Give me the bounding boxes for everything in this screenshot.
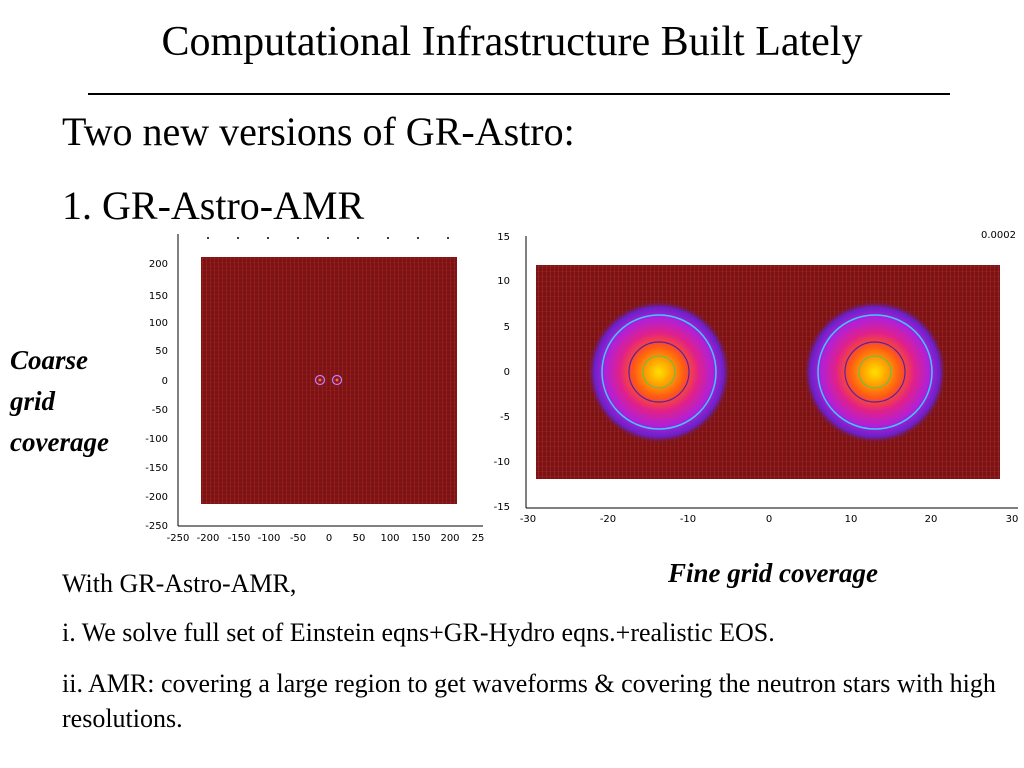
point-two: ii. AMR: covering a large region to get … [62, 669, 996, 733]
coarse-grid-plot: 200 150 100 50 0 -50 -100 -150 -200 -250… [145, 234, 485, 544]
fine-ytick: 0 [504, 367, 510, 378]
fine-xtick: -30 [520, 514, 536, 525]
coarse-ytick: -150 [145, 463, 168, 474]
coarse-xtick: 200 [440, 533, 459, 544]
star-marker-right [331, 374, 343, 386]
coarse-ytick: -100 [145, 434, 168, 445]
fine-ytick: 10 [497, 276, 510, 287]
coarse-ytick: 150 [149, 291, 168, 302]
fine-xtick: 10 [845, 514, 858, 525]
intro-text: With GR-Astro-AMR, [62, 569, 297, 598]
coarse-grid-caption: Coarse grid coverage [10, 340, 109, 463]
coarse-xtick: 0 [326, 533, 332, 544]
neutron-star-left [587, 300, 731, 444]
coarse-ytick: -250 [145, 521, 168, 532]
fine-xtick: 30 [1006, 514, 1019, 525]
coarse-ytick: 0 [162, 376, 168, 387]
coarse-xtick: -100 [258, 533, 281, 544]
slide-subheading: 1. GR-Astro-AMR [62, 183, 365, 228]
fine-ytick: 5 [504, 322, 510, 333]
coarse-xtick: -150 [228, 533, 251, 544]
coarse-xtick: -50 [290, 533, 306, 544]
fine-ytick: 15 [497, 232, 510, 243]
coarse-caption-line-2: grid [10, 386, 56, 416]
fine-corner-label: 0.0002 [981, 230, 1016, 241]
fine-xtick: -10 [680, 514, 696, 525]
fine-grid-caption: Fine grid coverage [668, 558, 878, 588]
fine-xtick: 0 [766, 514, 772, 525]
coarse-xtick: -200 [197, 533, 220, 544]
coarse-ytick: 200 [149, 259, 168, 270]
coarse-xtick: 50 [353, 533, 366, 544]
coarse-xtick: 25 [472, 533, 485, 544]
fine-ytick: -5 [500, 412, 510, 423]
fine-ytick: -15 [494, 502, 510, 513]
coarse-xtick: -250 [167, 533, 190, 544]
fine-xtick: 20 [925, 514, 938, 525]
coarse-xtick: 100 [380, 533, 399, 544]
fine-xtick: -20 [600, 514, 616, 525]
coarse-ytick: -50 [152, 405, 168, 416]
coarse-ytick: -200 [145, 492, 168, 503]
fine-grid-plot: 0.0002 15 10 5 0 -5 -10 -15 -30 -20 -10 … [494, 230, 1019, 525]
coarse-grid-field [201, 257, 457, 504]
title-divider [88, 93, 950, 95]
coarse-ytick: 100 [149, 318, 168, 329]
slide-heading: Two new versions of GR-Astro: [62, 109, 575, 154]
point-one: i. We solve full set of Einstein eqns+GR… [62, 618, 775, 647]
fine-ytick: -10 [494, 457, 510, 468]
slide-title: Computational Infrastructure Built Latel… [161, 19, 863, 65]
neutron-star-right [803, 300, 947, 444]
coarse-xtick: 150 [411, 533, 430, 544]
coarse-caption-line-3: coverage [10, 427, 109, 457]
coarse-ytick: 50 [155, 346, 168, 357]
star-marker-left [314, 374, 326, 386]
coarse-caption-line-1: Coarse [10, 345, 89, 375]
